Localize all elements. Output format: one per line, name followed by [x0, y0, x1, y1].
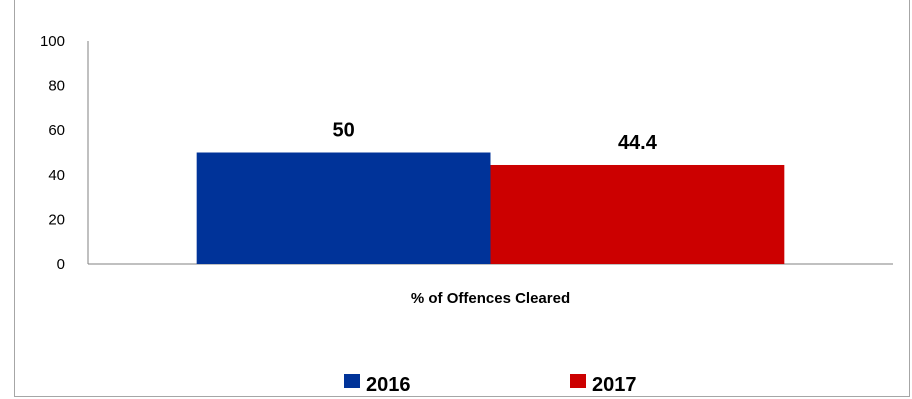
- y-tick-label: 80: [48, 78, 65, 95]
- y-tick-label: 40: [48, 167, 65, 184]
- bars: [196, 152, 785, 264]
- data-labels: 50 44.4: [332, 120, 657, 154]
- y-tick-label: 20: [48, 211, 65, 228]
- data-label-2016: 50: [332, 120, 354, 142]
- bar-2016: [196, 152, 491, 264]
- category-labels: % of Offences Cleared: [411, 290, 570, 307]
- bar-2017: [490, 164, 785, 264]
- legend-label-2017: 2017: [592, 374, 637, 396]
- y-tick-label: 0: [57, 256, 65, 273]
- chart-frame: [14, 0, 910, 397]
- y-tick-label: 60: [48, 122, 65, 139]
- y-tick-labels: 0 20 40 60 80 100: [40, 33, 65, 273]
- y-tick-label: 100: [40, 33, 65, 50]
- legend-label-2016: 2016: [366, 374, 411, 396]
- category-label: % of Offences Cleared: [411, 290, 570, 307]
- data-label-2017: 44.4: [618, 132, 658, 154]
- legend-swatch-2016: [344, 374, 360, 388]
- legend-swatch-2017: [570, 374, 586, 388]
- legend: 2016 2017: [344, 374, 637, 396]
